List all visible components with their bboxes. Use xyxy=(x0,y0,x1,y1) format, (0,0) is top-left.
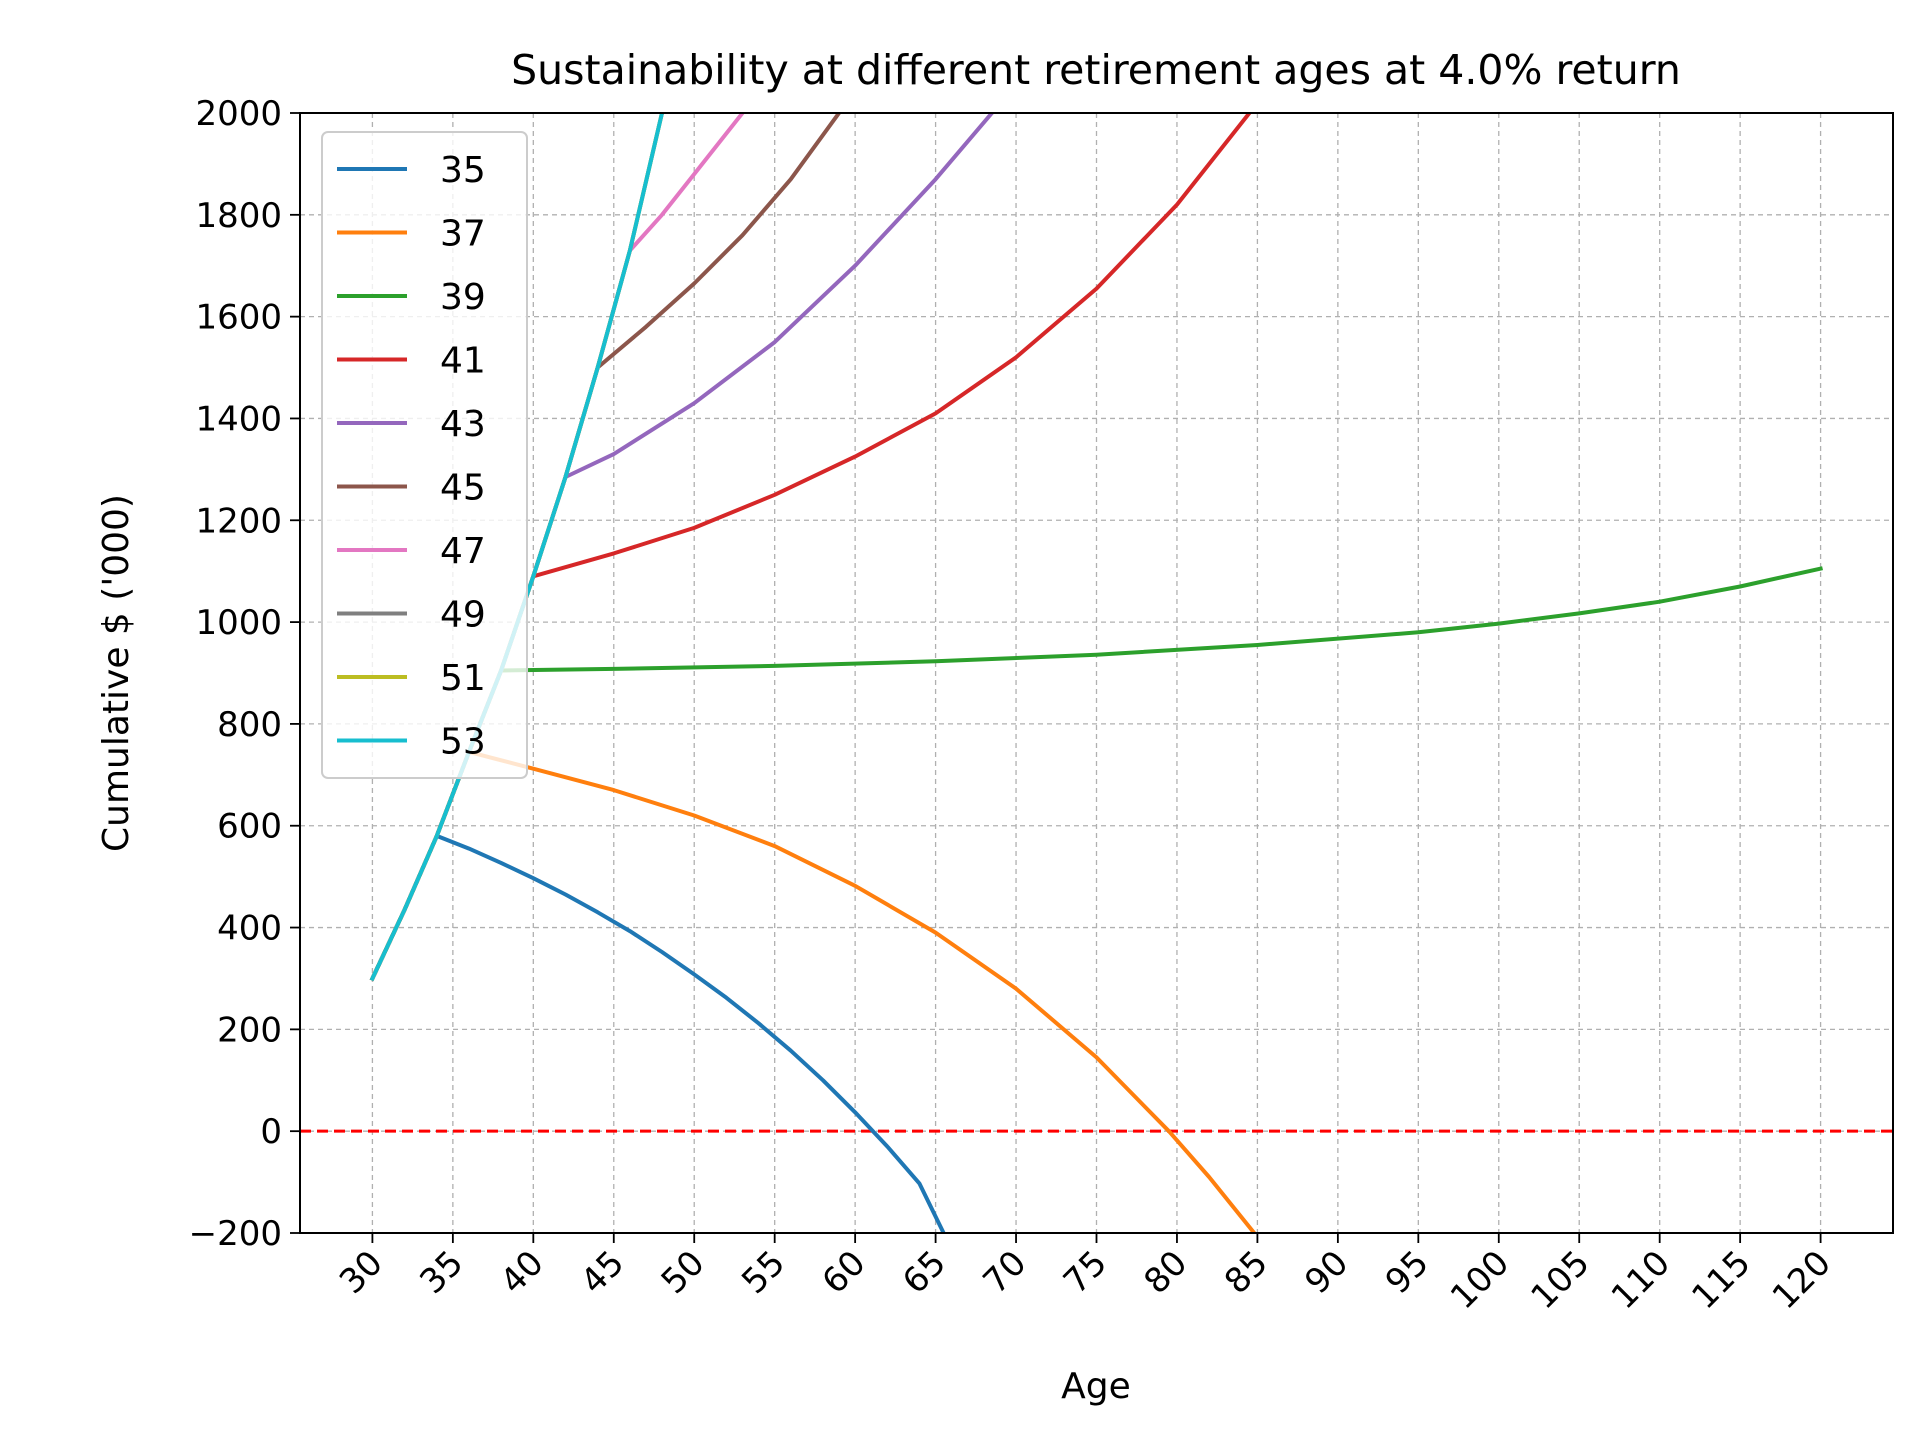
x-tick-label: 50 xyxy=(654,1243,713,1302)
series-line-35 xyxy=(369,833,946,1233)
y-tick-label: 400 xyxy=(217,909,282,949)
chart-title: Sustainability at different retirement a… xyxy=(511,46,1681,94)
y-axis-label: Cumulative $ ('000) xyxy=(96,494,137,852)
y-tick-label: 800 xyxy=(217,705,282,745)
y-axis: −200 0 200 400 600 800 1000 1200 1400 1600 1800 200… xyxy=(189,94,300,1254)
y-tick-label: 1600 xyxy=(195,298,282,338)
y-tick-label: 1800 xyxy=(195,196,282,236)
y-tick-label: 0 xyxy=(260,1112,282,1152)
x-tick-label: 95 xyxy=(1378,1243,1437,1302)
x-tick-label: 105 xyxy=(1523,1243,1597,1317)
x-axis: 30 35 40 45 50 55 60 65 70 75 80 85 90 95 100 105 110 115… xyxy=(332,1233,1839,1317)
series-line-37 xyxy=(369,749,1257,1233)
grid-lines xyxy=(300,112,1893,1234)
x-tick-label: 35 xyxy=(412,1243,471,1302)
x-tick-label: 55 xyxy=(734,1243,793,1302)
x-tick-label: 30 xyxy=(332,1243,391,1302)
plot-series xyxy=(300,113,1893,1233)
legend-label-39: 39 xyxy=(440,277,486,318)
legend-label-43: 43 xyxy=(440,404,486,445)
legend-box xyxy=(321,131,528,779)
x-axis-label: Age xyxy=(1061,1366,1131,1407)
y-tick-label: 200 xyxy=(217,1010,282,1050)
y-tick-label: 1000 xyxy=(195,603,282,643)
legend-label-53: 53 xyxy=(440,722,486,763)
legend: 35 37 39 41 43 45 47 49 51 53 xyxy=(321,131,528,779)
x-tick-label: 45 xyxy=(573,1243,632,1302)
x-tick-label: 115 xyxy=(1684,1243,1758,1317)
x-tick-label: 110 xyxy=(1604,1243,1678,1317)
x-tick-label: 40 xyxy=(493,1243,552,1302)
x-tick-label: 90 xyxy=(1297,1243,1356,1302)
legend-label-47: 47 xyxy=(440,531,486,572)
legend-label-49: 49 xyxy=(440,595,486,636)
x-tick-label: 60 xyxy=(815,1243,874,1302)
x-tick-label: 100 xyxy=(1443,1243,1517,1317)
legend-label-35: 35 xyxy=(440,150,486,191)
y-tick-label: 600 xyxy=(217,807,282,847)
legend-label-37: 37 xyxy=(440,214,486,255)
y-tick-label: 2000 xyxy=(195,94,282,134)
x-tick-label: 70 xyxy=(976,1243,1035,1302)
y-tick-label: 1400 xyxy=(195,399,282,439)
legend-label-41: 41 xyxy=(440,341,486,382)
legend-label-51: 51 xyxy=(440,658,486,699)
legend-label-45: 45 xyxy=(440,468,486,509)
y-tick-label: 1200 xyxy=(195,501,282,541)
x-tick-label: 80 xyxy=(1136,1243,1195,1302)
x-tick-label: 120 xyxy=(1765,1243,1839,1317)
x-tick-label: 65 xyxy=(895,1243,954,1302)
y-tick-label: −200 xyxy=(189,1214,282,1254)
x-tick-label: 85 xyxy=(1217,1243,1276,1302)
x-tick-label: 75 xyxy=(1056,1243,1115,1302)
